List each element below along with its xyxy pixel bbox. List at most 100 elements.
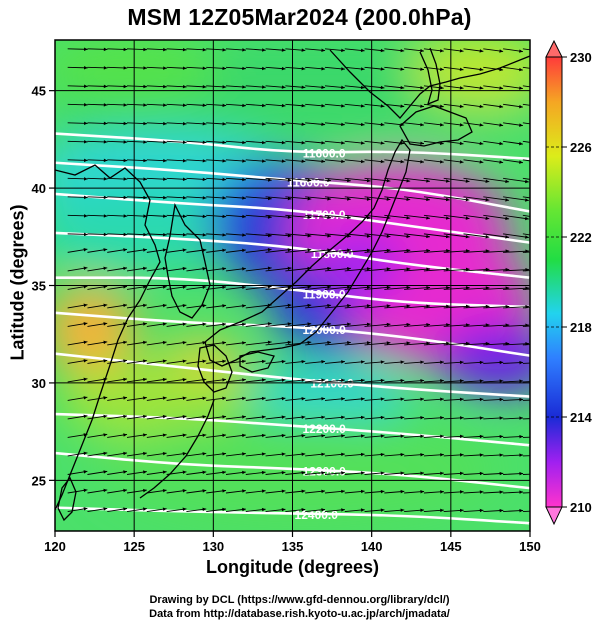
wind-vector-head — [103, 47, 108, 52]
wind-vector-head — [400, 85, 405, 90]
wind-vector-head — [400, 397, 405, 401]
coastline-china — [55, 164, 161, 511]
x-axis-label: Longitude (degrees) — [205, 557, 379, 577]
wind-vector-head — [445, 216, 450, 220]
wind-vector — [324, 323, 351, 327]
wind-vector — [384, 177, 411, 182]
wind-vector-head — [485, 235, 490, 239]
wind-vector-head — [262, 140, 266, 145]
wind-vector-head — [499, 416, 504, 420]
wind-vector-head — [360, 85, 365, 90]
wind-vector-head — [380, 48, 385, 53]
wind-vector-head — [222, 159, 227, 163]
wind-vector-head — [459, 104, 464, 109]
wind-vector-head — [479, 104, 484, 109]
wind-vector-head — [539, 123, 543, 126]
wind-vector-head — [321, 471, 326, 475]
wind-vector-head — [182, 266, 187, 271]
wind-vector — [443, 250, 470, 253]
wind-vector-head — [123, 488, 128, 493]
wind-vector-head — [307, 215, 312, 220]
x-tick-label: 150 — [519, 539, 541, 554]
wind-vector — [503, 343, 530, 346]
wind-vector-head — [301, 471, 306, 475]
wind-vector-head — [347, 215, 351, 220]
credit-drawing: Drawing by DCL (https://www.gfd-dennou.o… — [149, 594, 450, 606]
wind-vector-head — [242, 196, 246, 200]
wind-vector-head — [327, 178, 332, 183]
wind-vector-head — [366, 197, 371, 201]
wind-vector-head — [123, 470, 128, 474]
wind-vector-head — [143, 507, 147, 511]
wind-vector-head — [400, 104, 405, 108]
wind-vector-head — [301, 85, 306, 89]
wind-vector-head — [440, 508, 444, 513]
contour-label: 11600.0 — [287, 175, 330, 189]
wind-vector — [384, 196, 411, 201]
wind-vector-head — [519, 360, 524, 365]
wind-vector-head — [400, 489, 405, 494]
wind-vector-head — [420, 159, 424, 164]
wind-vector — [463, 268, 490, 272]
wind-vector-head — [420, 397, 425, 401]
wind-vector — [522, 177, 530, 180]
colorbar: 210 214 218 222 226 230 — [545, 39, 592, 526]
wind-vector-head — [539, 142, 543, 145]
wind-vector-head — [182, 507, 187, 512]
coastline-shikoku — [239, 351, 275, 373]
wind-vector-head — [459, 360, 464, 365]
wind-vector-head — [479, 123, 484, 127]
wind-vector — [324, 286, 351, 290]
wind-vector-head — [380, 397, 385, 401]
wind-vector-head — [261, 378, 266, 382]
wind-vector-head — [485, 179, 490, 183]
wind-vector-head — [182, 433, 187, 437]
wind-vector — [305, 196, 332, 200]
wind-vector-head — [426, 304, 431, 308]
wind-vector-head — [459, 490, 464, 494]
wind-vector-head — [202, 341, 207, 345]
wind-vector-head — [83, 414, 88, 419]
wind-vector-head — [281, 66, 286, 71]
wind-vector-head — [307, 322, 312, 326]
wind-vector-head — [307, 285, 312, 289]
wind-vector-head — [143, 414, 147, 419]
wind-vector — [522, 455, 530, 457]
wind-vector-head — [281, 85, 286, 89]
wind-vector-head — [103, 84, 108, 89]
wind-vector-head — [360, 378, 365, 383]
wind-vector-head — [202, 452, 207, 456]
wind-vector — [364, 323, 391, 327]
wind-vector-head — [420, 141, 424, 145]
wind-vector — [364, 249, 391, 253]
colorbar-min-triangle — [545, 506, 563, 526]
wind-vector — [522, 66, 530, 69]
wind-vector-head — [307, 178, 312, 182]
wind-vector-head — [321, 122, 326, 127]
wind-vector-head — [519, 453, 524, 457]
wind-vector-head — [440, 379, 444, 383]
wind-vector — [423, 342, 450, 346]
wind-vector-head — [366, 248, 371, 253]
wind-vector-head — [83, 340, 88, 345]
wind-vector-head — [242, 507, 246, 512]
wind-vector-head — [505, 198, 510, 202]
wind-vector-head — [143, 470, 147, 474]
wind-vector-head — [103, 214, 108, 218]
wind-vector-head — [202, 396, 207, 401]
wind-vector — [404, 177, 431, 182]
wind-vector-head — [360, 141, 365, 145]
wind-vector-head — [222, 103, 227, 108]
wind-vector-head — [242, 66, 246, 71]
wind-vector-head — [321, 397, 326, 401]
wind-vector — [305, 267, 332, 272]
wind-vector-head — [123, 121, 128, 126]
wind-vector-head — [539, 160, 543, 163]
wind-vector — [522, 196, 530, 199]
wind-vector-head — [143, 285, 147, 289]
wind-vector-head — [287, 303, 292, 308]
wind-vector-head — [83, 303, 88, 307]
wind-vector-head — [202, 48, 207, 52]
wind-vector-head — [103, 507, 108, 511]
wind-vector-head — [202, 214, 207, 219]
